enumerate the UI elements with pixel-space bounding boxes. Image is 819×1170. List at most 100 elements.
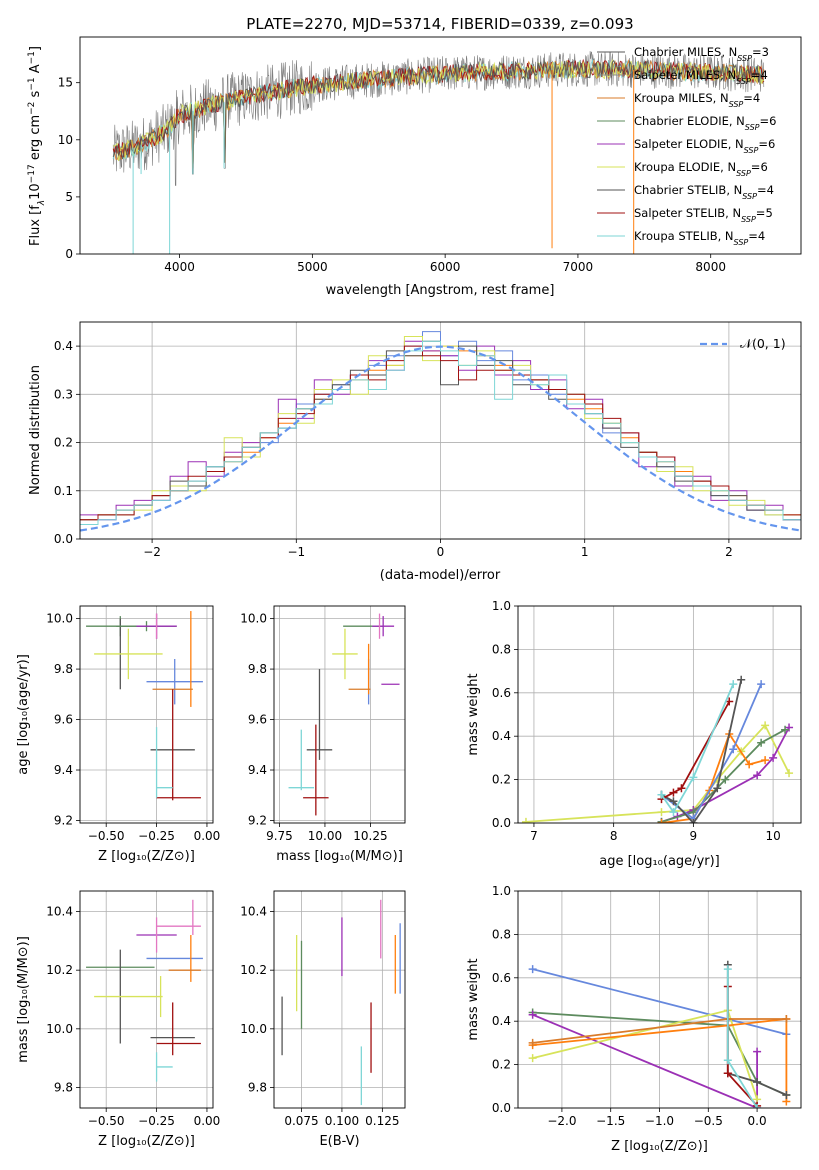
legend-equals: = (751, 160, 761, 174)
legend-separator: , N (729, 114, 745, 128)
y-label-part: A (28, 64, 43, 77)
x-axis-label: Z [log₁₀(Z/Z⊙)] (611, 1139, 708, 1154)
series-marker (782, 1090, 791, 1099)
y-tick-label: 9.2 (54, 813, 73, 827)
legend-name: Kroupa STELIB (634, 229, 718, 243)
y-tick-label: 9.2 (248, 813, 267, 827)
y-tick-label: 9.6 (248, 713, 267, 727)
x-tick-label: −0.50 (88, 1114, 125, 1128)
y-tick-label: 0.0 (492, 1101, 511, 1115)
series-line (661, 701, 731, 800)
y-tick-label: 9.8 (248, 662, 267, 676)
legend-name: Chabrier ELODIE (634, 114, 729, 128)
series-line (532, 1017, 788, 1102)
legend-count: 6 (768, 137, 775, 151)
x-tick-label: 7 (530, 829, 538, 843)
model-spectrum-line (112, 59, 765, 169)
spectrum-plot-area (112, 51, 765, 254)
y-tick-label: 0.3 (54, 387, 73, 401)
series-marker (729, 680, 738, 689)
legend-equals: = (743, 91, 753, 105)
x-tick-label: 8000 (695, 260, 726, 274)
gaussian-curve (80, 345, 801, 532)
x-tick-label: 9 (690, 829, 698, 843)
axes-frame (273, 605, 406, 824)
legend-subscript: SSP (745, 123, 760, 132)
axes-frame (273, 890, 406, 1109)
series-marker (761, 756, 770, 765)
x-axis-label: E(B-V) (319, 1134, 359, 1149)
legend-count: 4 (760, 68, 767, 82)
model-spectrum-line (112, 58, 765, 169)
x-tick-label: 2 (725, 545, 733, 559)
x-tick-label: 0.075 (284, 1114, 318, 1128)
legend-subscript: SSP (736, 77, 751, 86)
y-tick-label: 9.6 (54, 713, 73, 727)
y-tick-label: 1.0 (492, 599, 511, 613)
series-marker (723, 965, 732, 974)
y-tick-label: 5 (65, 190, 73, 204)
axes-frame (79, 36, 802, 255)
y-tick-label: 0.2 (54, 436, 73, 450)
series-line (532, 1013, 758, 1108)
y-label-part: Flux [f (28, 205, 43, 246)
legend-count: 6 (769, 114, 776, 128)
legend-separator: , N (713, 91, 729, 105)
y-tick-label: 0.4 (492, 729, 511, 743)
x-axis-label: wavelength [Angstrom, rest frame] (326, 283, 555, 298)
spectrum-legend: Chabrier MILES, NSSP=3 Salpeter MILES, NS… (597, 45, 776, 247)
legend-entry: Salpeter MILES, NSSP=4 (634, 68, 768, 86)
y-axis-label: mass weight (466, 673, 481, 755)
x-tick-label: −0.50 (88, 829, 125, 843)
legend-separator: , N (721, 45, 737, 59)
y-tick-label: 0.8 (492, 927, 511, 941)
series-marker (528, 1010, 537, 1019)
x-tick-label: 10 (765, 829, 780, 843)
z-vs-mass-panel: −0.50 −0.25 0.00 9.8 10.0 10.2 10.4 Z [log₁₀(Z/… (16, 890, 220, 1149)
legend-count: 5 (765, 206, 772, 220)
y-tick-label: 10.0 (46, 1022, 73, 1036)
legend-separator: , N (725, 206, 741, 220)
y-tick-label: 10.0 (240, 1022, 267, 1036)
series-marker (781, 725, 790, 734)
legend-count: 4 (753, 91, 760, 105)
x-tick-label: −0.25 (138, 1114, 175, 1128)
x-tick-label: 4000 (164, 260, 195, 274)
y-tick-label: 10.2 (240, 963, 267, 977)
y-label-part: erg cm (28, 115, 43, 164)
series-marker (689, 773, 698, 782)
y-tick-label: 10.0 (240, 612, 267, 626)
y-tick-label: 10.2 (46, 963, 73, 977)
mass-vs-age-panel: 9.75 10.00 10.25 9.2 9.4 9.6 9.8 10.0 mass [log₁… (240, 605, 406, 864)
y-label-part: −1 (27, 51, 37, 64)
axes-frame (517, 890, 802, 1109)
legend-separator: , N (726, 183, 742, 197)
legend-name: Salpeter STELIB (634, 206, 725, 220)
legend-equals: = (757, 183, 767, 197)
legend-subscript: SSP (741, 215, 756, 224)
x-tick-label: 0 (437, 545, 445, 559)
legend-label: 𝒩(0, 1) (740, 336, 786, 351)
histogram-plot-area (80, 331, 801, 532)
series-line (661, 679, 743, 823)
errorbar-plot-area (288, 613, 400, 816)
legend-subscript: SSP (737, 54, 752, 63)
x-tick-label: 1 (581, 545, 589, 559)
y-tick-label: 0.2 (492, 773, 511, 787)
y-tick-label: 10.0 (46, 612, 73, 626)
y-tick-label: 10.4 (240, 905, 267, 919)
residual-histogram-panel: −2 −1 0 1 2 0.0 0.1 0.2 0.3 0.4 𝒩(0, 1) (data-model… (28, 321, 802, 583)
series-marker (729, 745, 738, 754)
ebv-vs-mass-panel: 0.075 0.100 0.125 9.8 10.0 10.2 10.4 E(B-V) (240, 890, 406, 1149)
legend-equals: = (758, 137, 768, 151)
series-line (660, 683, 735, 814)
legend-entry: Chabrier MILES, NSSP=3 (634, 45, 769, 63)
y-tick-label: 0.6 (492, 971, 511, 985)
series-marker (521, 817, 530, 823)
legend-separator: , N (720, 68, 736, 82)
x-tick-label: 10.00 (308, 829, 342, 843)
y-label-part: −17 (27, 164, 37, 183)
series-marker (753, 771, 762, 780)
legend-name: Kroupa MILES (634, 91, 713, 105)
series-marker (657, 808, 666, 817)
